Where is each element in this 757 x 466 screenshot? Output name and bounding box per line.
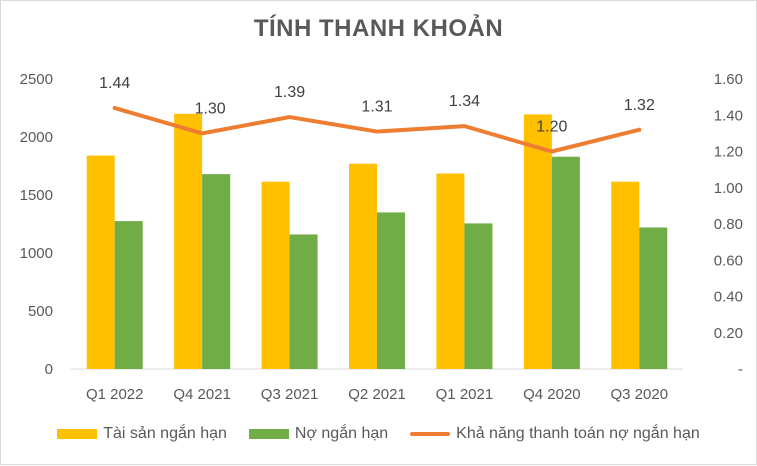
bar-assets bbox=[349, 163, 377, 369]
bar-liabilities bbox=[202, 174, 231, 369]
x-tick-label: Q3 2021 bbox=[261, 386, 319, 403]
y-right-tick-label: 1.60 bbox=[714, 71, 743, 88]
x-tick-label: Q4 2020 bbox=[523, 386, 581, 403]
x-tick-label: Q1 2021 bbox=[436, 386, 494, 403]
y-right-tick-label: 1.40 bbox=[714, 107, 743, 124]
chart-legend: Tài sản ngắn hạn Nợ ngắn hạn Khả năng th… bbox=[1, 425, 756, 443]
ratio-data-label: 1.32 bbox=[624, 97, 655, 114]
bar-assets bbox=[611, 181, 640, 369]
x-tick-label: Q1 2022 bbox=[86, 386, 144, 403]
ratio-data-label: 1.44 bbox=[99, 75, 130, 92]
legend-label-assets: Tài sản ngắn hạn bbox=[103, 425, 227, 442]
bar-liabilities bbox=[639, 227, 668, 369]
legend-swatch-assets bbox=[57, 429, 98, 439]
legend-item-assets: Tài sản ngắn hạn bbox=[57, 425, 227, 443]
y-right-tick-label: 0.20 bbox=[714, 325, 743, 342]
y-left-tick-label: 0 bbox=[45, 361, 53, 378]
bar-assets bbox=[261, 181, 290, 369]
bar-assets bbox=[523, 114, 552, 369]
legend-swatch-ratio bbox=[410, 432, 451, 436]
ratio-data-label: 1.30 bbox=[195, 100, 226, 117]
bar-assets bbox=[436, 173, 465, 369]
x-tick-label: Q4 2021 bbox=[173, 386, 231, 403]
y-right-tick-label: - bbox=[738, 361, 743, 378]
y-right-tick-label: 0.40 bbox=[714, 289, 743, 306]
y-right-tick-label: 0.80 bbox=[714, 216, 743, 233]
y-right-tick-label: 1.20 bbox=[714, 144, 743, 161]
x-tick-label: Q2 2021 bbox=[348, 386, 406, 403]
y-right-tick-label: 0.60 bbox=[714, 252, 743, 269]
bar-liabilities bbox=[289, 234, 318, 369]
bar-liabilities bbox=[551, 156, 580, 369]
y-left-tick-label: 2500 bbox=[20, 71, 53, 88]
bar-liabilities bbox=[464, 223, 493, 369]
y-left-tick-label: 1500 bbox=[20, 187, 53, 204]
bar-liabilities bbox=[114, 221, 143, 369]
x-tick-label: Q3 2020 bbox=[611, 386, 669, 403]
y-left-tick-label: 500 bbox=[28, 303, 53, 320]
ratio-data-label: 1.34 bbox=[449, 93, 480, 110]
ratio-data-label: 1.20 bbox=[536, 119, 567, 136]
legend-label-ratio: Khả năng thanh toán nợ ngắn hạn bbox=[456, 425, 700, 442]
legend-swatch-liabilities bbox=[248, 429, 289, 439]
legend-item-ratio: Khả năng thanh toán nợ ngắn hạn bbox=[410, 425, 700, 443]
ratio-data-label: 1.39 bbox=[274, 84, 305, 101]
ratio-line bbox=[112, 106, 642, 154]
bar-assets bbox=[174, 113, 203, 369]
legend-label-liabilities: Nợ ngắn hạn bbox=[294, 425, 389, 442]
y-right-tick-label: 1.00 bbox=[714, 180, 743, 197]
bar-liabilities bbox=[377, 212, 405, 369]
chart-title: TÍNH THANH KHOẢN bbox=[253, 15, 504, 42]
ratio-data-label: 1.31 bbox=[361, 99, 392, 116]
legend-item-liabilities: Nợ ngắn hạn bbox=[248, 425, 389, 443]
bar-assets bbox=[86, 155, 115, 369]
y-left-tick-label: 1000 bbox=[20, 245, 53, 262]
y-left-tick-label: 2000 bbox=[20, 129, 53, 146]
